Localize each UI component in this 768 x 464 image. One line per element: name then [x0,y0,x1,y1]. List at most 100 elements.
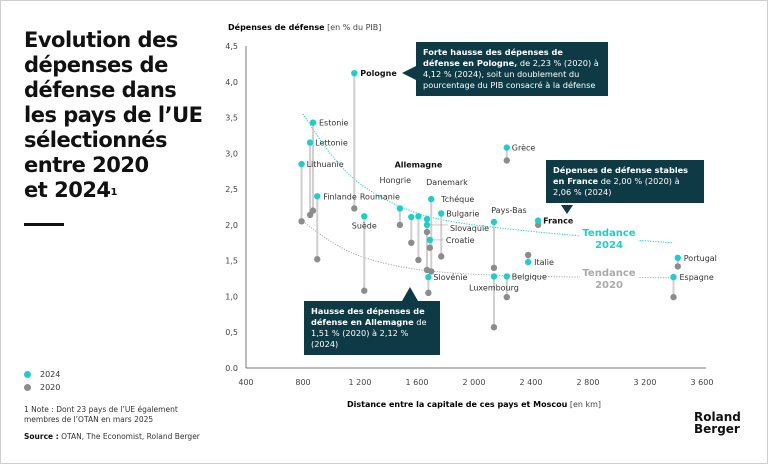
source-text: OTAN, The Economist, Roland Berger [58,432,200,441]
callout-pologne-bold: Forte hausse des dépenses de défense en … [423,47,563,68]
point-2020-espagne [670,293,677,301]
point-2020-roumanie [396,221,404,229]
x-tick-label: 800 [295,378,310,387]
y-tick-label: 2,0 [225,221,238,230]
point-label-lithuanie: Lithuanie [307,160,344,169]
y-tick-label: 1,5 [225,257,238,266]
point-2024-hongrie [408,213,415,221]
y-tick-label: 4,5 [225,42,238,51]
point-label-france: France [543,217,574,226]
callout-allemagne-text: de 1,51 % (2020) à 2,12 % (2024) [311,317,427,349]
point-label-luxembourg: Luxembourg [469,283,519,292]
point-label-hongrie: Hongrie [380,176,412,185]
point-2024-espagne [670,273,677,281]
point-label-tchéque: Tchéque [440,194,474,204]
point-label-italie: Italie [534,258,554,267]
point-2024-lettonie [306,139,314,146]
point-2024-portugal [674,254,681,262]
brand-line1: Roland [694,410,741,424]
trend-2020-label-bg [580,267,638,291]
point-2024-italie [524,258,532,266]
callout-allemagne-pointer [402,287,418,301]
point-2020-grèce [503,157,510,164]
title-line: défense dans [24,78,177,102]
x-tick-label: 1 200 [349,378,372,387]
point-2020-pologne [351,205,358,212]
point-2020-allemagne [415,256,422,264]
point-2020-italie [524,251,532,259]
callout-pologne: Forte hausse des dépenses de défense en … [416,42,608,96]
y-axis-title-bold: Dépenses de défense [228,22,325,32]
point-2020-slovaquie [423,228,431,236]
title-line: les pays de l’UE [24,103,203,127]
point-2024-estonie [309,119,317,126]
trend-2024-label-line2: 2024 [595,240,623,251]
x-tick-label: 3 200 [634,378,657,387]
point-label-portugal: Portugal [684,254,717,263]
trend-2024-label-line1: Tendance [582,228,635,239]
legend-item-2024: 2024 [24,368,60,381]
legend: 2024 2020 [24,368,60,394]
y-tick-label: 3,5 [225,114,238,123]
title-text: Evolution des dépenses de défense dans les … [24,28,203,202]
point-label-pologne: Pologne [360,69,397,78]
callout-france-text: de 2,00 % (2020) à 2,06 % (2024) [553,176,680,197]
point-label-grèce: Grèce [512,143,536,153]
point-2024-bulgarie [438,210,445,217]
x-tick-label: 3 600 [691,378,714,387]
x-tick-label: 2 000 [463,378,486,387]
y-tick-label: 3,0 [225,149,238,158]
x-axis-title-bold: Distance entre la capitale de ces pays e… [347,400,568,409]
legend-dot-2020 [24,384,31,391]
callout-france-pointer [561,205,573,214]
point-2024-lithuanie [298,160,305,168]
point-2024-pays-bas [490,218,498,226]
point-label-slovénie: Slovénie [433,272,467,282]
legend-label-2024: 2024 [40,370,61,379]
title-line: sélectionnés [24,128,167,152]
point-label-slovaquie: Slovaquie [450,224,489,233]
legend-dot-2024 [24,371,31,378]
point-label-roumanie: Roumanie [360,192,400,201]
point-2024-croatie [426,236,434,244]
brand-logo: Roland Berger [694,411,741,435]
x-axis-title: Distance entre la capitale de ces pays e… [347,400,601,409]
point-2024-luxembourg [490,273,498,280]
footnote: 1 Note : Dont 23 pays de l’UE également … [24,405,178,424]
point-2024-roumanie [396,205,404,212]
trend-2020-label-line1: Tendance [582,268,635,279]
point-2020-slovénie [425,289,432,297]
point-2020-finlande [314,256,321,263]
point-2020-portugal [674,263,681,270]
y-tick-label: 1,0 [225,292,238,301]
point-2020-pays-bas [490,264,498,272]
title-footnote-marker: 1 [110,187,118,198]
point-label-allemagne: Allemagne [395,160,443,169]
point-2020-hongrie [408,239,415,246]
point-2024-danemark [423,215,431,223]
x-tick-label: 1 600 [406,378,429,387]
point-label-espagne: Espagne [680,273,714,282]
point-2024-belgique [503,273,510,280]
x-tick-label: 2 800 [577,378,600,387]
point-2024-suède [361,213,368,220]
point-2024-tchéque [428,195,435,203]
point-2020-suède [361,287,368,294]
y-tick-label: 2,5 [225,185,238,194]
point-2020-lettonie [306,211,314,219]
x-tick-label: 2 400 [520,378,543,387]
point-2024-finlande [314,193,321,200]
y-tick-label: 0.0 [225,364,238,373]
title-line: et 2024 [24,178,111,202]
point-label-croatie: Croatie [446,236,475,245]
point-label-estonie: Estonie [319,119,349,128]
point-2024-slovaquie [423,221,431,229]
point-2024-pologne [351,69,358,77]
trend-line-2020 [302,220,674,279]
trend-2020-label-line2: 2020 [595,280,623,291]
point-2024-slovénie [425,273,432,281]
title-line: entre 2020 [24,153,149,177]
point-2020-bulgarie [438,253,445,260]
x-tick-label: 400 [238,378,253,387]
point-2024-allemagne [415,213,422,220]
